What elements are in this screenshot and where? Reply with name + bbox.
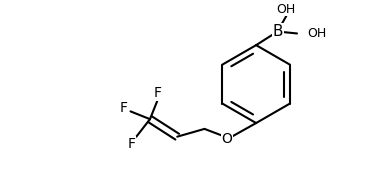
Text: OH: OH: [277, 3, 296, 16]
Text: F: F: [120, 101, 128, 116]
Text: O: O: [221, 132, 232, 146]
Text: F: F: [154, 86, 162, 100]
Text: B: B: [272, 24, 283, 39]
Text: F: F: [128, 137, 135, 151]
Text: OH: OH: [307, 27, 326, 40]
